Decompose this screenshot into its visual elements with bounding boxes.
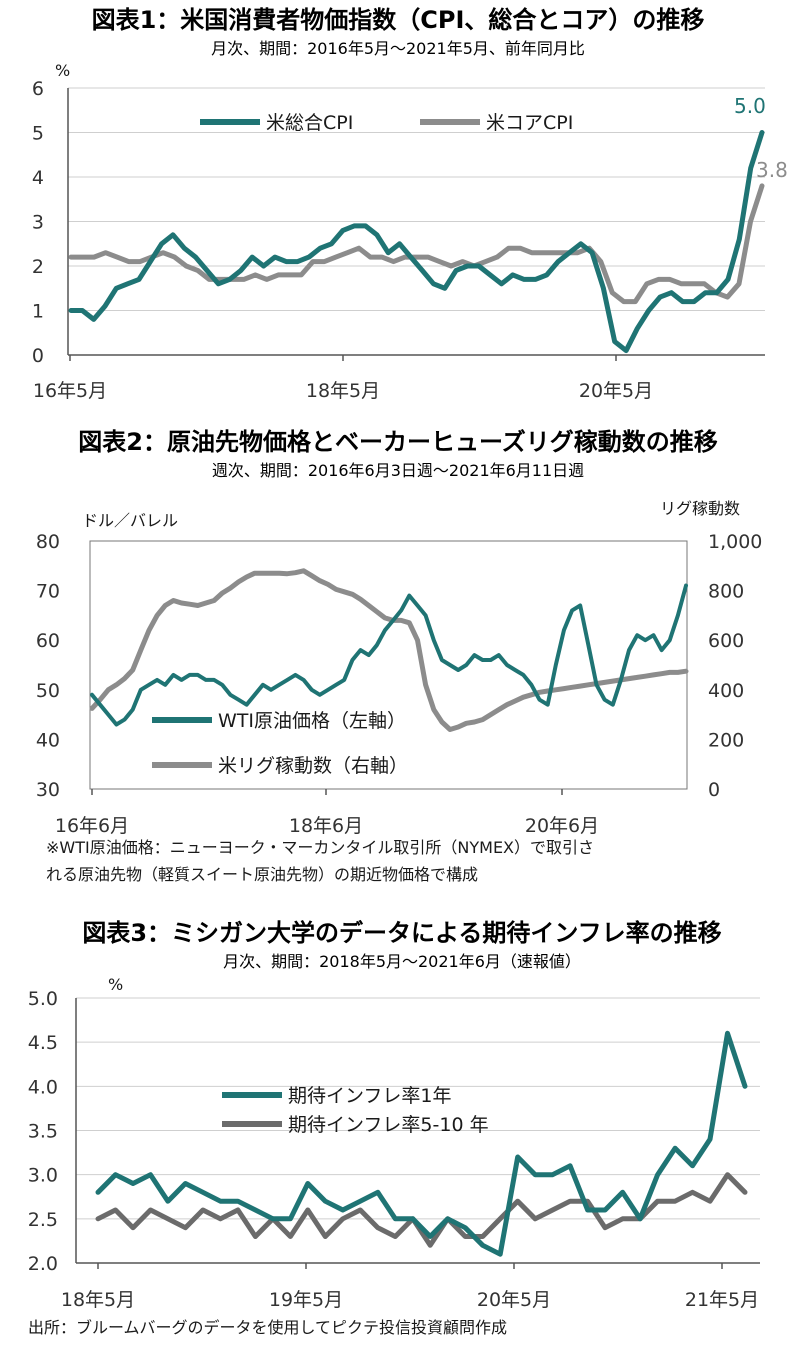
chart2-legend-label-wti: WTI原油価格（左軸） bbox=[218, 710, 406, 732]
chart2-x-tick-label: 18年6月 bbox=[289, 815, 363, 837]
chart2-right-tick-label: 800 bbox=[708, 581, 744, 603]
chart2-right-tick-label: 0 bbox=[708, 779, 720, 801]
chart3-y-tick-label: 5.0 bbox=[28, 988, 58, 1010]
chart2-note-line1: ※WTI原油価格：ニューヨーク・マーカンタイル取引所（NYMEX）で取引さ bbox=[46, 838, 594, 857]
chart3-title: 図表3：ミシガン大学のデータによる期待インフレ率の推移 bbox=[82, 919, 721, 947]
chart2-right-tick-label: 600 bbox=[708, 630, 744, 652]
chart2-right-unit: リグ稼動数 bbox=[660, 499, 740, 518]
chart1-y-tick-label: 5 bbox=[32, 123, 44, 145]
chart2-x-ticks: 16年6月 18年6月 20年6月 bbox=[55, 789, 599, 837]
chart1: 図表1：米国消費者物価指数（CPI、総合とコア）の推移 月次、期間：2016年5… bbox=[32, 6, 788, 402]
chart1-x-tick-label: 16年5月 bbox=[33, 380, 107, 402]
chart3-y-tick-label: 4.0 bbox=[28, 1076, 58, 1098]
chart2-right-tick-label: 200 bbox=[708, 729, 744, 751]
chart3-gridlines bbox=[75, 997, 760, 1264]
chart2-legend-label-rig: 米リグ稼動数（右軸） bbox=[218, 755, 408, 777]
chart2-title: 図表2：原油先物価格とベーカーヒューズリグ稼動数の推移 bbox=[78, 428, 718, 456]
chart2-note-line2: れる原油先物（軽質スイート原油先物）の期近物価格で構成 bbox=[46, 865, 478, 884]
chart3-y-tick-label: 4.5 bbox=[28, 1032, 58, 1054]
chart2-left-tick-label: 60 bbox=[36, 630, 60, 652]
chart1-y-tick-label: 1 bbox=[32, 301, 44, 323]
chart3-y-unit: % bbox=[108, 975, 123, 994]
chart3-x-tick-label: 21年5月 bbox=[685, 1289, 759, 1311]
chart3-x-tick-label: 20年5月 bbox=[477, 1289, 551, 1311]
chart2-right-tick-label: 400 bbox=[708, 680, 744, 702]
chart2-left-ticks: 30 40 50 60 70 80 bbox=[36, 531, 60, 801]
chart3-y-tick-label: 2.0 bbox=[28, 1253, 58, 1275]
chart2-left-tick-label: 70 bbox=[36, 581, 60, 603]
chart2-series bbox=[89, 568, 689, 732]
chart1-legend-label-core: 米コアCPI bbox=[486, 112, 573, 134]
chart2-x-tick-label: 16年6月 bbox=[55, 815, 129, 837]
chart3-series bbox=[95, 1030, 748, 1257]
chart1-y-ticks: 0 1 2 3 4 5 6 bbox=[32, 78, 44, 367]
chart2-right-ticks: 0 200 400 600 800 1,000 bbox=[708, 531, 762, 801]
chart2-line-rig-count bbox=[89, 568, 689, 732]
chart3-line-1y bbox=[95, 1030, 748, 1257]
chart1-end-label-headline: 5.0 bbox=[734, 94, 766, 118]
chart2-left-tick-label: 50 bbox=[36, 680, 60, 702]
chart3-y-tick-label: 2.5 bbox=[28, 1209, 58, 1231]
source-note: 出所：ブルームバーグのデータを使用してピクテ投信投資顧問作成 bbox=[28, 1318, 507, 1337]
chart2-legend: WTI原油価格（左軸） 米リグ稼動数（右軸） bbox=[152, 710, 408, 777]
chart1-line-headline-cpi bbox=[68, 130, 765, 354]
chart1-legend: 米総合CPI 米コアCPI bbox=[200, 112, 573, 134]
chart1-y-tick-label: 3 bbox=[32, 212, 44, 234]
chart1-y-unit: % bbox=[55, 61, 70, 80]
chart1-y-tick-label: 4 bbox=[32, 167, 44, 189]
chart3-legend-label-1y: 期待インフレ率1年 bbox=[288, 1085, 452, 1107]
chart3-x-tick-label: 19年5月 bbox=[269, 1289, 343, 1311]
chart2-line-wti bbox=[90, 583, 688, 727]
chart1-y-tick-label: 0 bbox=[32, 345, 44, 367]
chart2-subtitle: 週次、期間：2016年6月3日週～2021年6月11日週 bbox=[212, 461, 584, 480]
chart2-right-tick-label: 1,000 bbox=[708, 531, 762, 553]
chart1-title: 図表1：米国消費者物価指数（CPI、総合とコア）の推移 bbox=[92, 6, 705, 34]
chart3-x-tick-label: 18年5月 bbox=[61, 1289, 135, 1311]
chart1-y-tick-label: 6 bbox=[32, 78, 44, 100]
chart1-series bbox=[68, 130, 765, 354]
chart2-x-tick-label: 20年6月 bbox=[525, 815, 599, 837]
chart1-x-ticks: 16年5月 18年5月 20年5月 bbox=[33, 355, 653, 402]
chart2-left-tick-label: 40 bbox=[36, 729, 60, 751]
chart3-x-ticks: 18年5月 19年5月 20年5月 21年5月 bbox=[61, 1263, 759, 1311]
chart1-x-tick-label: 20年5月 bbox=[579, 380, 653, 402]
chart3-y-tick-label: 3.5 bbox=[28, 1121, 58, 1143]
chart3-line-5-10y bbox=[95, 1172, 748, 1248]
chart2-left-tick-label: 80 bbox=[36, 531, 60, 553]
chart3-legend: 期待インフレ率1年 期待インフレ率5-10 年 bbox=[222, 1085, 489, 1136]
chart2: 図表2：原油先物価格とベーカーヒューズリグ稼動数の推移 週次、期間：2016年6… bbox=[36, 428, 763, 884]
chart1-line-core-cpi bbox=[68, 183, 765, 305]
chart1-legend-label-headline: 米総合CPI bbox=[266, 112, 353, 134]
chart1-subtitle: 月次、期間：2016年5月～2021年5月、前年同月比 bbox=[211, 39, 585, 58]
chart1-y-tick-label: 2 bbox=[32, 256, 44, 278]
chart2-left-unit: ドル／バレル bbox=[82, 511, 178, 530]
chart2-left-tick-label: 30 bbox=[36, 779, 60, 801]
chart3-subtitle: 月次、期間：2018年5月～2021年6月（速報値） bbox=[223, 952, 581, 971]
chart1-gridlines bbox=[67, 87, 765, 356]
chart3-y-ticks: 2.0 2.5 3.0 3.5 4.0 4.5 5.0 bbox=[28, 988, 58, 1275]
chart3-y-tick-label: 3.0 bbox=[28, 1165, 58, 1187]
chart3-legend-label-5-10y: 期待インフレ率5-10 年 bbox=[288, 1114, 489, 1136]
chart3: 図表3：ミシガン大学のデータによる期待インフレ率の推移 月次、期間：2018年5… bbox=[28, 919, 760, 1337]
chart1-end-label-core: 3.8 bbox=[756, 158, 788, 182]
chart1-x-tick-label: 18年5月 bbox=[306, 380, 380, 402]
chart2-plot-frame bbox=[89, 540, 688, 790]
